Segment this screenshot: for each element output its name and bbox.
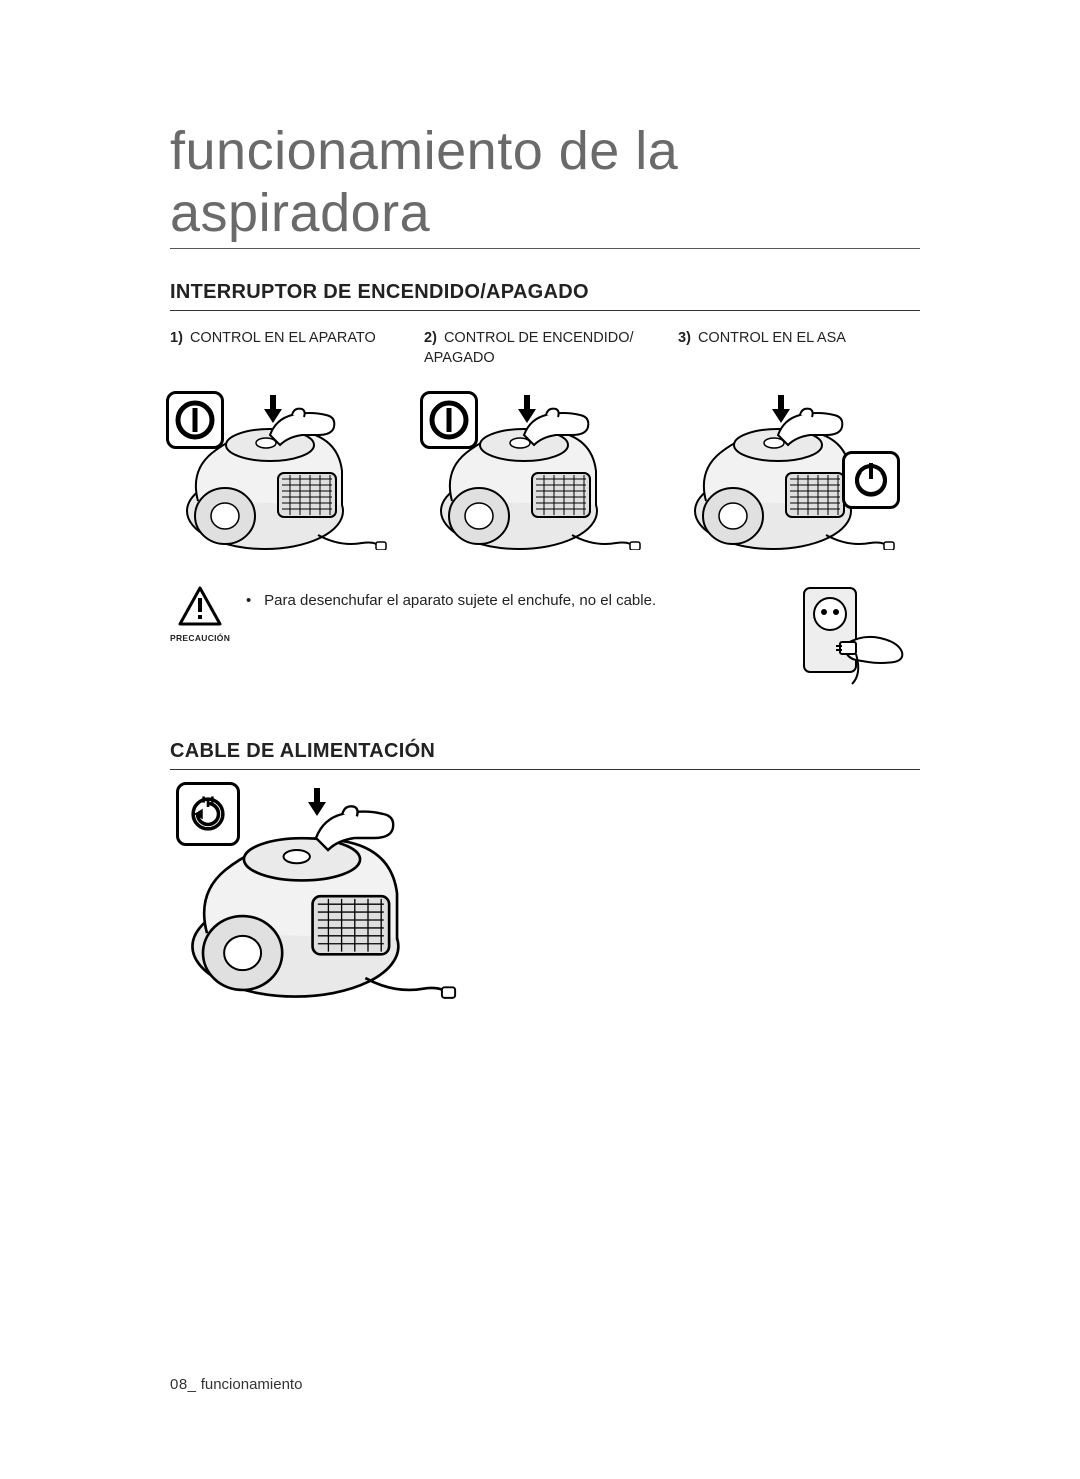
- caution-row: PRECAUCIÓN • Para desenchufar el aparato…: [170, 586, 920, 696]
- controls-row: 1) CONTROL EN EL APARATO 2) CONTROL DE E…: [170, 329, 920, 550]
- control-col-1: 1) CONTROL EN EL APARATO: [170, 329, 388, 550]
- footer-section: funcionamiento: [197, 1376, 303, 1393]
- caution-triangle-icon: [178, 586, 222, 626]
- control-num-2: 2): [424, 330, 437, 346]
- section-2: CABLE DE ALIMENTACIÓN: [170, 740, 920, 1018]
- caution-label: PRECAUCIÓN: [170, 633, 230, 643]
- page-number: 08_: [170, 1376, 197, 1393]
- control-col-2: 2) CONTROL DE ENCENDIDO/ APAGADO: [424, 329, 642, 550]
- figure-cable: [170, 788, 460, 1018]
- control-text-1: CONTROL EN EL APARATO: [190, 330, 376, 346]
- title-rule: funcionamiento de la aspiradora: [170, 120, 920, 249]
- outlet-figure: [802, 586, 920, 696]
- power-standby-icon: [842, 451, 900, 509]
- figure-control-1: [170, 395, 388, 550]
- control-label-3: 3) CONTROL EN EL ASA: [678, 329, 896, 389]
- caution-icon-wrap: PRECAUCIÓN: [170, 586, 230, 643]
- caution-text-wrap: • Para desenchufar el aparato sujete el …: [246, 586, 786, 612]
- caution-text: Para desenchufar el aparato sujete el en…: [264, 592, 656, 609]
- manual-page: funcionamiento de la aspiradora INTERRUP…: [0, 0, 1080, 1479]
- section-heading-switch: INTERRUPTOR DE ENCENDIDO/APAGADO: [170, 281, 920, 311]
- control-label-2: 2) CONTROL DE ENCENDIDO/ APAGADO: [424, 329, 642, 389]
- control-num-1: 1): [170, 330, 183, 346]
- power-i-icon: [166, 391, 224, 449]
- control-col-3: 3) CONTROL EN EL ASA: [678, 329, 896, 550]
- control-num-3: 3): [678, 330, 691, 346]
- section-heading-cable: CABLE DE ALIMENTACIÓN: [170, 740, 920, 770]
- control-text-3: CONTROL EN EL ASA: [698, 330, 846, 346]
- control-text-2: CONTROL DE ENCENDIDO/ APAGADO: [424, 330, 634, 366]
- control-label-1: 1) CONTROL EN EL APARATO: [170, 329, 388, 389]
- bullet: •: [246, 590, 260, 612]
- power-i-icon: [420, 391, 478, 449]
- figure-control-3: [678, 395, 896, 550]
- figure-control-2: [424, 395, 642, 550]
- cord-rewind-icon: [176, 782, 240, 846]
- page-footer: 08_ funcionamiento: [170, 1376, 302, 1393]
- page-title: funcionamiento de la aspiradora: [170, 120, 920, 244]
